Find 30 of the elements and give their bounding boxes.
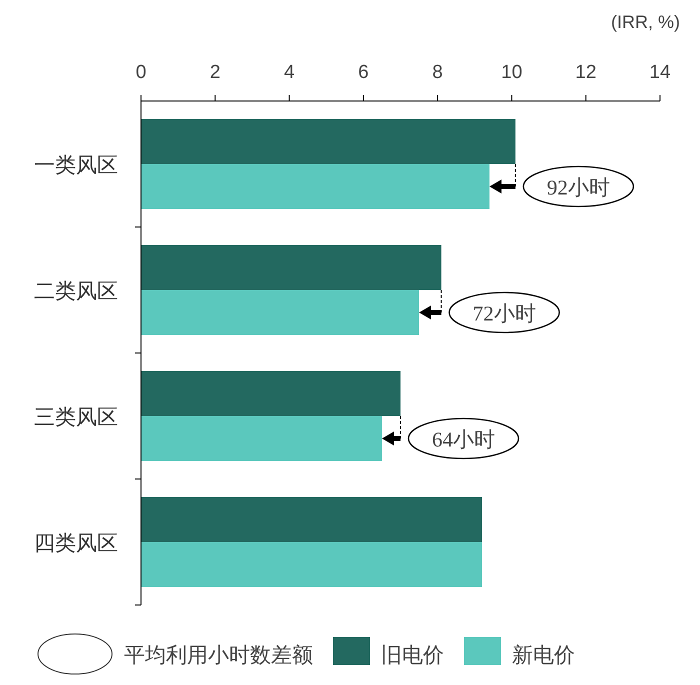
x-tick-label: 6 (358, 62, 369, 83)
bar (141, 497, 482, 542)
bar (141, 245, 442, 290)
annotation: 72小时 (472, 302, 536, 326)
annotation: 64小时 (382, 416, 520, 460)
bar (141, 542, 482, 587)
bar (141, 290, 420, 335)
y-tick-label: 一类风区 (34, 153, 118, 177)
bar (141, 416, 382, 461)
x-tick-label: 14 (649, 62, 671, 83)
annotation: 72小时 (419, 290, 560, 334)
x-tick-label: 4 (284, 62, 295, 83)
annotation: 92小时 (546, 176, 610, 200)
annotation: 92小时 (489, 164, 634, 208)
y-tick-label: 四类风区 (34, 531, 118, 555)
x-axis-title: (IRR, %) (611, 12, 680, 32)
x-tick-label: 2 (210, 62, 220, 83)
x-tick-label: 10 (501, 62, 522, 83)
y-tick-label: 二类风区 (34, 279, 118, 303)
legend-label: 新电价 (512, 643, 575, 667)
bar (141, 119, 516, 164)
y-tick-label: 三类风区 (34, 405, 118, 429)
x-tick-label: 8 (432, 62, 443, 83)
bar (141, 371, 400, 416)
legend-label: 旧电价 (381, 643, 444, 667)
bar (141, 164, 490, 209)
x-tick-label: 0 (136, 62, 146, 83)
annotation: 64小时 (432, 428, 495, 452)
text: 平均利用小时数差额 (124, 643, 313, 667)
x-tick-label: 12 (575, 62, 596, 83)
